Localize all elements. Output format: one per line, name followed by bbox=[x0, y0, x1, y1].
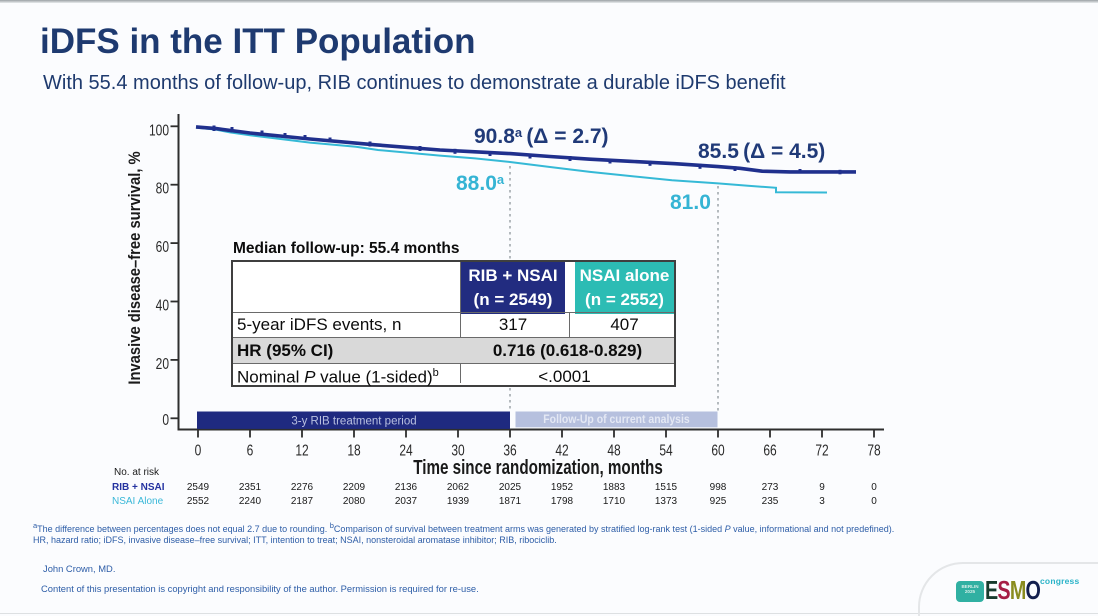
svg-text:12: 12 bbox=[295, 441, 308, 459]
svg-text:66: 66 bbox=[763, 441, 776, 459]
svg-text:3-y RIB treatment period: 3-y RIB treatment period bbox=[291, 416, 416, 428]
svg-text:90.8a (Δ = 2.7): 90.8a (Δ = 2.7) bbox=[474, 125, 609, 148]
svg-text:NSAI Alone: NSAI Alone bbox=[112, 496, 164, 507]
svg-text:24: 24 bbox=[399, 441, 412, 459]
svg-text:54: 54 bbox=[659, 441, 672, 459]
svg-text:Time since randomization, mont: Time since randomization, months bbox=[413, 456, 663, 479]
svg-text:30: 30 bbox=[451, 441, 464, 459]
svg-text:81.0: 81.0 bbox=[670, 191, 711, 214]
svg-text:85.5 (Δ = 4.5): 85.5 (Δ = 4.5) bbox=[698, 140, 825, 163]
svg-text:2240: 2240 bbox=[239, 496, 262, 507]
svg-text:1952: 1952 bbox=[551, 482, 574, 493]
svg-text:2062: 2062 bbox=[447, 482, 470, 493]
svg-text:1710: 1710 bbox=[603, 496, 626, 507]
svg-text:18: 18 bbox=[347, 441, 360, 459]
svg-text:0: 0 bbox=[871, 496, 877, 507]
svg-text:0: 0 bbox=[195, 441, 202, 459]
svg-text:273: 273 bbox=[762, 482, 779, 493]
svg-text:78: 78 bbox=[867, 441, 880, 459]
svg-text:1883: 1883 bbox=[603, 482, 626, 493]
svg-text:2136: 2136 bbox=[395, 482, 418, 493]
svg-text:60: 60 bbox=[156, 237, 169, 255]
svg-text:60: 60 bbox=[711, 441, 724, 459]
svg-text:72: 72 bbox=[815, 441, 828, 459]
svg-text:6: 6 bbox=[247, 441, 254, 459]
svg-text:2276: 2276 bbox=[291, 482, 314, 493]
svg-text:88.0a: 88.0a bbox=[456, 172, 505, 195]
svg-text:925: 925 bbox=[710, 496, 727, 507]
svg-text:0: 0 bbox=[162, 410, 169, 428]
svg-text:1871: 1871 bbox=[499, 496, 522, 507]
svg-text:9: 9 bbox=[819, 482, 825, 493]
svg-text:2025: 2025 bbox=[499, 482, 522, 493]
svg-text:235: 235 bbox=[762, 496, 779, 507]
svg-text:Invasive disease–free survival: Invasive disease–free survival, % bbox=[126, 151, 144, 384]
svg-text:100: 100 bbox=[149, 121, 169, 139]
svg-text:1798: 1798 bbox=[551, 496, 574, 507]
svg-text:2549: 2549 bbox=[187, 482, 210, 493]
svg-text:20: 20 bbox=[156, 354, 169, 372]
svg-text:Median follow-up: 55.4 months: Median follow-up: 55.4 months bbox=[233, 240, 459, 257]
svg-text:3: 3 bbox=[819, 496, 825, 507]
svg-text:36: 36 bbox=[503, 441, 516, 459]
svg-text:1515: 1515 bbox=[655, 482, 678, 493]
svg-text:80: 80 bbox=[156, 179, 169, 197]
svg-text:42: 42 bbox=[555, 441, 568, 459]
svg-text:2209: 2209 bbox=[343, 482, 366, 493]
svg-text:40: 40 bbox=[156, 296, 169, 314]
svg-text:1939: 1939 bbox=[447, 496, 470, 507]
svg-text:2552: 2552 bbox=[187, 496, 210, 507]
svg-text:1373: 1373 bbox=[655, 496, 678, 507]
svg-text:998: 998 bbox=[710, 482, 727, 493]
svg-text:RIB + NSAI: RIB + NSAI bbox=[112, 482, 165, 493]
svg-text:0: 0 bbox=[871, 482, 877, 493]
svg-text:2187: 2187 bbox=[291, 496, 314, 507]
svg-text:2351: 2351 bbox=[239, 482, 262, 493]
svg-text:2080: 2080 bbox=[343, 496, 366, 507]
svg-text:Follow-Up of current analysis: Follow-Up of current analysis bbox=[543, 414, 689, 427]
svg-text:No. at risk: No. at risk bbox=[114, 467, 160, 478]
svg-text:2037: 2037 bbox=[395, 496, 418, 507]
svg-text:48: 48 bbox=[607, 441, 620, 459]
